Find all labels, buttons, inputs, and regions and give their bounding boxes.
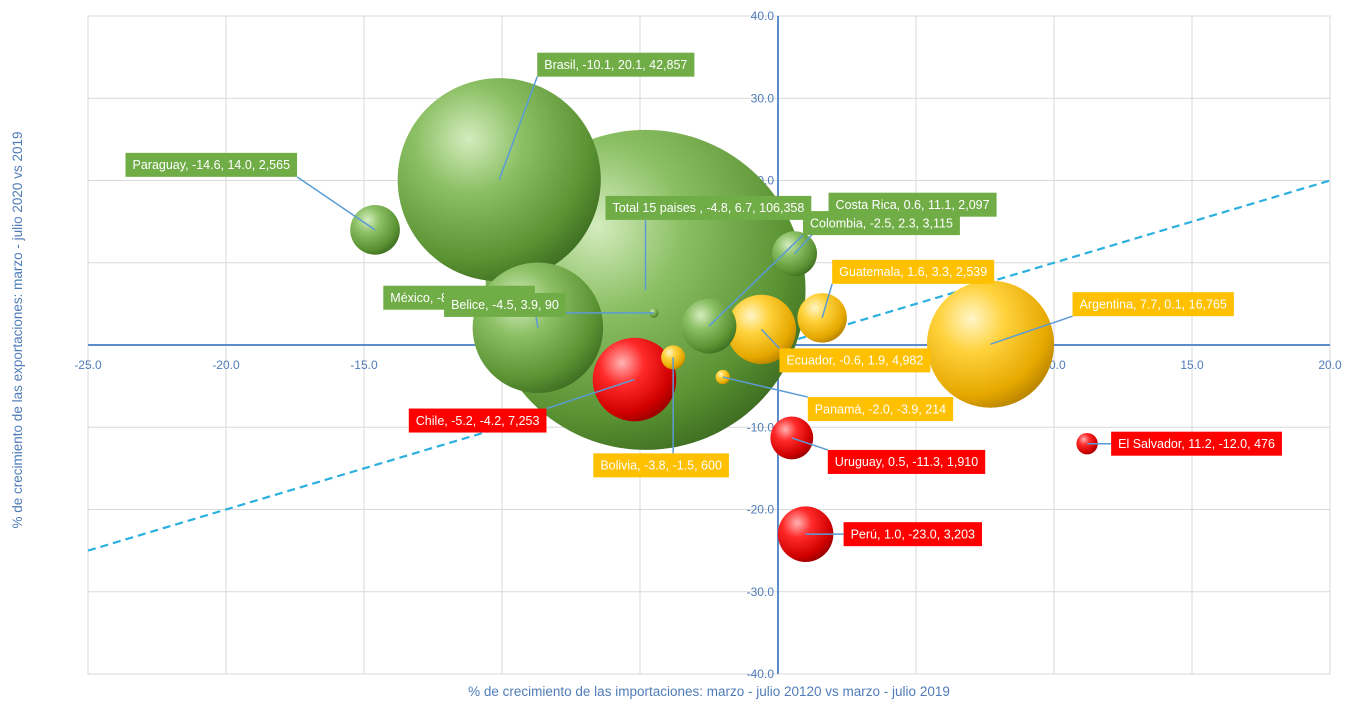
data-label-box (828, 192, 997, 217)
leader-line (498, 76, 538, 180)
data-label: Ecuador, -0.6, 1.9, 4,982 (779, 348, 931, 373)
data-label: Guatemala, 1.6, 3.3, 2,539 (832, 259, 995, 284)
data-labels: Total 15 paises , -4.8, 6.7, 106,358 Bras… (125, 52, 1282, 547)
leader-line (722, 376, 808, 398)
data-label-text: Uruguay, 0.5, -11.3, 1,910 (835, 455, 978, 469)
data-label: El Salvador, 11.2, -12.0, 476 (1111, 431, 1282, 456)
data-label: Total 15 paises , -4.8, 6.7, 106,358 (605, 195, 812, 220)
leader-line (296, 176, 376, 231)
data-label-box (843, 522, 982, 547)
x-tick-label: 15.0 (1180, 358, 1204, 372)
data-label: Costa Rica, 0.6, 11.1, 2,097 (828, 192, 997, 217)
leader-line (821, 283, 833, 319)
data-label-text: Colombia, -2.5, 2.3, 3,115 (810, 216, 953, 230)
y-tick-label: -30.0 (747, 585, 775, 599)
data-label-text: Ecuador, -0.6, 1.9, 4,982 (786, 354, 923, 368)
axis-titles: % de crecimiento de las importaciones: m… (10, 132, 950, 699)
data-label-box (593, 453, 729, 478)
y-axis-title: % de crecimiento de las exportaciones: m… (10, 132, 25, 529)
data-label-box (408, 408, 547, 433)
y-tick-label: 30.0 (751, 91, 775, 105)
data-label-text: El Salvador, 11.2, -12.0, 476 (1118, 437, 1275, 451)
y-tick-label: -10.0 (747, 420, 775, 434)
data-label-text: Bolivia, -3.8, -1.5, 600 (600, 459, 722, 473)
x-tick-label: -20.0 (212, 358, 240, 372)
data-label-text: Belice, -4.5, 3.9, 90 (451, 298, 559, 312)
x-axis-title: % de crecimiento de las importaciones: m… (468, 684, 950, 699)
data-label-box (779, 348, 931, 373)
data-label-text: Total 15 paises , -4.8, 6.7, 106,358 (613, 201, 805, 215)
leader-line (546, 378, 635, 410)
data-label-box (1111, 431, 1282, 456)
y-tick-label: 40.0 (751, 9, 775, 23)
y-tick-label: -40.0 (747, 667, 775, 681)
data-label-box (1072, 292, 1234, 317)
bubble (715, 369, 730, 385)
data-label: Panamá, -2.0, -3.9, 214 (807, 397, 954, 422)
data-label: Bolivia, -3.8, -1.5, 600 (593, 453, 729, 478)
bubble (1076, 432, 1098, 455)
data-label-text: Brasil, -10.1, 20.1, 42,857 (544, 58, 687, 72)
x-tick-label: -15.0 (350, 358, 378, 372)
data-label-box (832, 259, 995, 284)
data-label: Brasil, -10.1, 20.1, 42,857 (537, 52, 695, 77)
y-tick-label: -20.0 (747, 503, 775, 517)
data-label-box (444, 292, 566, 317)
bubbles (350, 78, 1098, 562)
data-label-box (827, 449, 986, 474)
data-label-text: Chile, -5.2, -4.2, 7,253 (416, 414, 540, 428)
reference-line (87, 179, 1331, 552)
data-label-text: Guatemala, 1.6, 3.3, 2,539 (839, 265, 987, 279)
bubble (772, 231, 818, 277)
leader-lines (296, 76, 1112, 535)
data-label: Uruguay, 0.5, -11.3, 1,910 (827, 449, 986, 474)
data-label-text: Paraguay, -14.6, 14.0, 2,565 (133, 158, 291, 172)
leader-line (708, 234, 804, 327)
data-label-box (807, 397, 954, 422)
data-label-box (537, 52, 695, 77)
bubble (770, 416, 814, 460)
x-tick-label: -25.0 (74, 358, 102, 372)
bubble (397, 78, 601, 282)
leader-line (990, 315, 1073, 345)
data-label: Belice, -4.5, 3.9, 90 (444, 292, 566, 317)
data-label-text: Perú, 1.0, -23.0, 3,203 (851, 527, 975, 541)
data-label-box (125, 152, 298, 177)
data-label: Perú, 1.0, -23.0, 3,203 (843, 522, 982, 547)
leader-line (760, 328, 780, 349)
leader-line (791, 437, 829, 451)
data-label: Paraguay, -14.6, 14.0, 2,565 (125, 152, 298, 177)
data-label-box (605, 195, 812, 220)
data-label: Chile, -5.2, -4.2, 7,253 (408, 408, 547, 433)
x-tick-label: 20.0 (1318, 358, 1342, 372)
bubble (649, 308, 659, 318)
data-label-text: Panamá, -2.0, -3.9, 214 (815, 402, 946, 416)
reference-line-layer (87, 179, 1331, 552)
data-label: Argentina, 7.7, 0.1, 16,765 (1072, 292, 1234, 317)
data-label-text: Argentina, 7.7, 0.1, 16,765 (1080, 297, 1227, 311)
data-label-text: Costa Rica, 0.6, 11.1, 2,097 (836, 198, 990, 212)
